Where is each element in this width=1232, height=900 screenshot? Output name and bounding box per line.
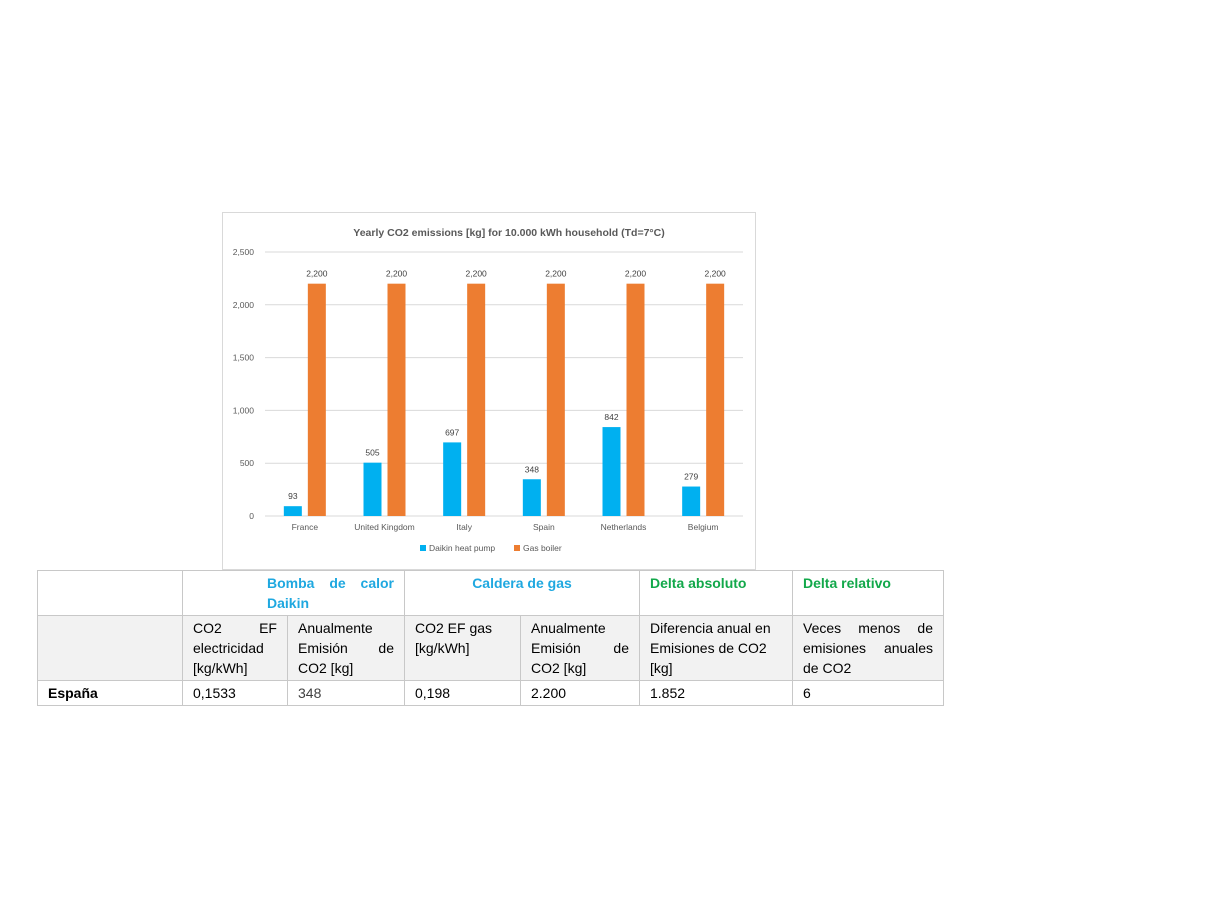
- gas-emission-subheader: Anualmente Emisión de CO2 [kg]: [520, 615, 640, 681]
- bar-gas-boiler: [626, 283, 645, 516]
- delta-absolute-header: Delta absoluto: [639, 570, 793, 616]
- comparison-table: Bomba de calor Daikin Caldera de gas Del…: [37, 570, 944, 706]
- chart-title: Yearly CO2 emissions [kg] for 10.000 kWh…: [353, 227, 664, 239]
- subheader-row: CO2 EF electricidad [kg/kWh] Anualmente …: [37, 615, 944, 681]
- legend-swatch: [514, 545, 520, 551]
- header-row: Bomba de calor Daikin Caldera de gas Del…: [37, 570, 944, 616]
- hp-emission-subheader: Anualmente Emisión de CO2 [kg]: [287, 615, 405, 681]
- data-label: 2,200: [625, 269, 647, 279]
- empty-subheader-cell: [37, 615, 183, 681]
- delta-relative-subheader: Veces menos de emisiones anuales de CO2: [792, 615, 944, 681]
- delta-absolute-cell: 1.852: [639, 680, 793, 706]
- bar-heat-pump: [602, 427, 621, 516]
- y-tick-label: 2,000: [233, 300, 255, 310]
- x-tick-label: United Kingdom: [354, 522, 414, 532]
- gas-emission-cell: 2.200: [520, 680, 640, 706]
- data-label: 2,200: [545, 269, 567, 279]
- bar-gas-boiler: [706, 283, 725, 516]
- x-tick-label: Belgium: [688, 522, 719, 532]
- bar-gas-boiler: [387, 283, 406, 516]
- x-tick-label: France: [292, 522, 319, 532]
- data-label: 2,200: [466, 269, 488, 279]
- y-tick-label: 0: [249, 511, 254, 521]
- y-tick-label: 1,500: [233, 353, 255, 363]
- data-label: 348: [525, 464, 539, 474]
- empty-header-cell: [37, 570, 183, 616]
- x-tick-label: Netherlands: [601, 522, 647, 532]
- chart-canvas: Yearly CO2 emissions [kg] for 10.000 kWh…: [233, 227, 743, 553]
- data-label: 93: [288, 491, 298, 501]
- x-tick-label: Spain: [533, 522, 555, 532]
- data-label: 505: [365, 448, 379, 458]
- data-label: 2,200: [386, 269, 408, 279]
- hp-ef-subheader: CO2 EF electricidad [kg/kWh]: [182, 615, 288, 681]
- bar-heat-pump: [283, 506, 302, 516]
- delta-absolute-subheader: Diferencia anual en Emisiones de CO2 [kg…: [639, 615, 793, 681]
- data-label: 842: [604, 412, 618, 422]
- gas-ef-cell: 0,198: [404, 680, 521, 706]
- gas-ef-subheader: CO2 EF gas [kg/kWh]: [404, 615, 521, 681]
- comparison-table-wrap: Bomba de calor Daikin Caldera de gas Del…: [37, 570, 944, 706]
- legend-label: Gas boiler: [523, 543, 562, 553]
- y-tick-label: 2,500: [233, 247, 255, 257]
- bar-heat-pump: [443, 442, 462, 516]
- country-cell: España: [37, 680, 183, 706]
- bar-heat-pump: [682, 486, 701, 516]
- data-label: 279: [684, 472, 698, 482]
- data-label: 2,200: [306, 269, 328, 279]
- bar-gas-boiler: [307, 283, 326, 516]
- bar-heat-pump: [522, 479, 541, 516]
- delta-relative-cell: 6: [792, 680, 944, 706]
- hp-ef-cell: 0,1533: [182, 680, 288, 706]
- y-tick-label: 1,000: [233, 405, 255, 415]
- emissions-chart: Yearly CO2 emissions [kg] for 10.000 kWh…: [222, 212, 756, 570]
- bar-gas-boiler: [546, 283, 565, 516]
- heat-pump-header: Bomba de calor Daikin: [182, 570, 405, 616]
- hp-emission-cell: 348: [287, 680, 405, 706]
- x-tick-label: Italy: [456, 522, 472, 532]
- heat-pump-header-label: Bomba de calor Daikin: [267, 575, 394, 611]
- data-label: 2,200: [705, 269, 727, 279]
- y-tick-label: 500: [240, 458, 254, 468]
- legend-swatch: [420, 545, 426, 551]
- delta-relative-header: Delta relativo: [792, 570, 944, 616]
- legend-label: Daikin heat pump: [429, 543, 495, 553]
- data-label: 697: [445, 427, 459, 437]
- gas-boiler-header: Caldera de gas: [404, 570, 640, 616]
- table-row: España 0,1533 348 0,198 2.200 1.852 6: [37, 680, 944, 706]
- bar-heat-pump: [363, 462, 382, 516]
- bar-gas-boiler: [467, 283, 486, 516]
